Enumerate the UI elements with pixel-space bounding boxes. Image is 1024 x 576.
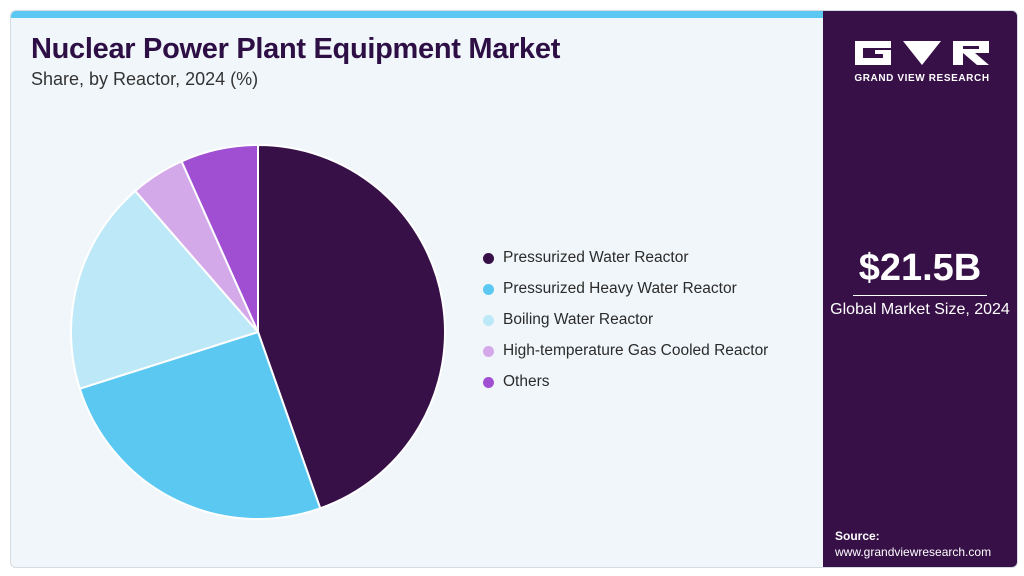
chart-legend: Pressurized Water Reactor Pressurized Hea… <box>483 249 783 404</box>
info-sidebar: GRAND VIEW RESEARCH $21.5B Global Market… <box>823 11 1017 567</box>
brand-logo: GRAND VIEW RESEARCH <box>849 37 995 97</box>
legend-label: Pressurized Water Reactor <box>503 249 689 266</box>
legend-label: Pressurized Heavy Water Reactor <box>503 280 737 297</box>
chart-card: Nuclear Power Plant Equipment Market Sha… <box>10 10 1018 568</box>
source-label: Source: <box>835 529 880 543</box>
legend-swatch <box>483 315 494 326</box>
legend-swatch <box>483 253 494 264</box>
legend-item: Pressurized Water Reactor <box>483 249 783 267</box>
legend-label: Boiling Water Reactor <box>503 311 654 328</box>
chart-subtitle: Share, by Reactor, 2024 (%) <box>31 69 259 89</box>
legend-item: Others <box>483 373 783 391</box>
market-size-value: $21.5B <box>858 247 982 289</box>
legend-label: High-temperature Gas Cooled Reactor <box>503 342 769 359</box>
legend-item: Boiling Water Reactor <box>483 311 783 329</box>
market-size-divider <box>853 295 987 296</box>
legend-item: High-temperature Gas Cooled Reactor <box>483 342 783 360</box>
legend-item: Pressurized Heavy Water Reactor <box>483 280 783 298</box>
legend-swatch <box>483 377 494 388</box>
pie-chart <box>70 144 446 520</box>
pie-slice-pressurized-water-reactor[interactable] <box>257 144 446 510</box>
top-accent-bar <box>11 11 823 18</box>
market-size-label: Global Market Size, 2024 <box>830 301 1010 318</box>
legend-swatch <box>483 284 494 295</box>
legend-swatch <box>483 346 494 357</box>
gvr-logo-icon <box>855 41 989 65</box>
legend-label: Others <box>503 373 550 390</box>
source-link[interactable]: www.grandviewresearch.com <box>835 545 992 559</box>
brand-name: GRAND VIEW RESEARCH <box>854 73 990 84</box>
pie-slice-boiling-water-reactor[interactable] <box>70 189 259 390</box>
chart-title: Nuclear Power Plant Equipment Market <box>31 33 561 65</box>
pie-slice-others[interactable] <box>180 144 259 333</box>
pie-slice-pressurized-heavy-water-reactor[interactable] <box>78 331 322 520</box>
